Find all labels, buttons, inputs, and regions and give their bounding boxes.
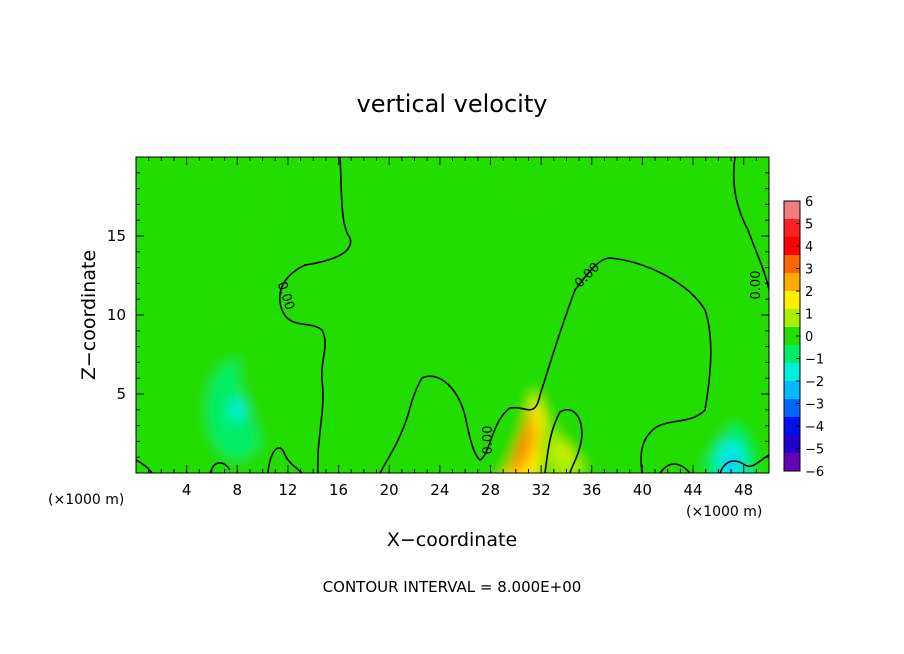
colorbar-swatch bbox=[784, 273, 800, 292]
x-tick-label: 16 bbox=[329, 481, 348, 499]
contour-interval-footer: CONTOUR INTERVAL = 8.000E+00 bbox=[323, 578, 582, 596]
colorbar-swatch bbox=[784, 237, 800, 256]
contour-line-bottom-left bbox=[136, 447, 769, 473]
colorbar-swatch bbox=[784, 435, 800, 454]
colorbar-label: 3 bbox=[805, 263, 813, 278]
chart-title: vertical velocity bbox=[357, 90, 548, 118]
colorbar-swatch bbox=[784, 417, 800, 436]
colorbar: 6 5 4 3 2 1 0 −1 −2 −3 −4 −5 −6 bbox=[783, 195, 824, 480]
field-feature bbox=[617, 242, 668, 324]
colorbar-label: −5 bbox=[805, 443, 824, 458]
contour-label: 0.00 bbox=[749, 271, 764, 300]
x-axis-unit-left: (×1000 m) bbox=[48, 492, 124, 508]
field-feature bbox=[229, 397, 245, 422]
contour-line-zero-right bbox=[732, 157, 769, 291]
colorbar-swatch bbox=[784, 453, 800, 472]
colorbar-label: 0 bbox=[805, 330, 813, 345]
y-tick-label: 5 bbox=[116, 385, 126, 403]
y-axis: 5 10 15 bbox=[107, 172, 769, 458]
colorbar-swatch bbox=[784, 309, 800, 328]
field-feature bbox=[358, 266, 420, 364]
plot-area bbox=[135, 156, 770, 474]
x-axis: 4 8 12 16 20 24 28 32 36 40 44 48 bbox=[148, 157, 757, 499]
field-features bbox=[199, 157, 769, 473]
colorbar-swatch bbox=[784, 381, 800, 400]
colorbar-swatch bbox=[784, 327, 800, 346]
colorbar-swatch bbox=[784, 363, 800, 382]
x-axis-label: X−coordinate bbox=[387, 529, 517, 551]
x-tick-label: 20 bbox=[380, 481, 399, 499]
colorbar-swatch bbox=[784, 255, 800, 274]
x-tick-label: 4 bbox=[182, 481, 192, 499]
colorbar-label: −1 bbox=[805, 353, 824, 368]
x-tick-label: 32 bbox=[532, 481, 551, 499]
colorbar-swatch bbox=[784, 399, 800, 418]
colorbar-label: 6 bbox=[805, 195, 813, 210]
x-tick-label: 44 bbox=[683, 481, 702, 499]
colorbar-swatch bbox=[784, 291, 800, 310]
colorbar-label: 4 bbox=[805, 240, 813, 255]
colorbar-label: −3 bbox=[805, 398, 824, 413]
colorbar-label: 1 bbox=[805, 308, 813, 323]
contour-line-zero-middle bbox=[379, 257, 712, 473]
x-tick-label: 36 bbox=[582, 481, 601, 499]
colorbar-label: −6 bbox=[805, 465, 824, 480]
field-feature bbox=[725, 455, 737, 472]
contour-label: 0.00 bbox=[481, 426, 496, 455]
y-tick-label: 10 bbox=[107, 306, 126, 324]
colorbar-swatch bbox=[784, 219, 800, 238]
contour-line-zero-main bbox=[279, 157, 352, 473]
x-tick-label: 24 bbox=[430, 481, 449, 499]
y-axis-label: Z−coordinate bbox=[78, 250, 100, 380]
y-tick-label: 15 bbox=[107, 227, 126, 245]
contour-line-zero-inner bbox=[544, 409, 583, 473]
colorbar-label: 2 bbox=[805, 285, 813, 300]
colorbar-swatch bbox=[784, 345, 800, 364]
colorbar-label: −4 bbox=[805, 420, 824, 435]
contour-lines bbox=[136, 157, 769, 473]
x-tick-label: 48 bbox=[734, 481, 753, 499]
x-tick-label: 12 bbox=[278, 481, 297, 499]
colorbar-label: −2 bbox=[805, 375, 824, 390]
colorbar-label: 5 bbox=[805, 218, 813, 233]
colorbar-swatch bbox=[784, 201, 800, 220]
x-tick-label: 28 bbox=[481, 481, 500, 499]
x-tick-label: 8 bbox=[233, 481, 243, 499]
x-tick-label: 40 bbox=[633, 481, 652, 499]
x-axis-unit-right: (×1000 m) bbox=[686, 504, 762, 520]
